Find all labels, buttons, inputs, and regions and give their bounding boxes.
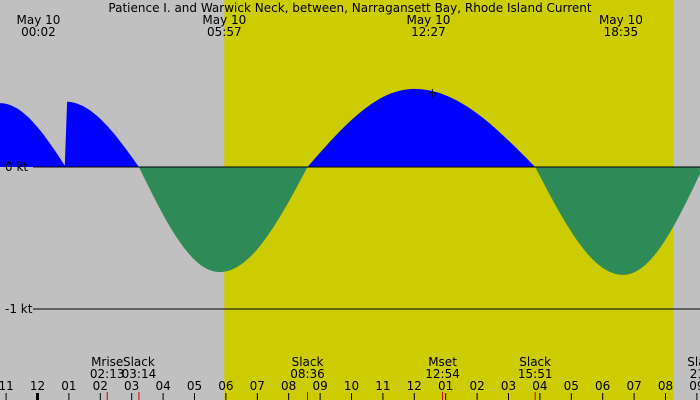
- top-date-label: May 10: [406, 13, 450, 27]
- top-date-label: May 10: [16, 13, 60, 27]
- hour-tick-label: 11: [0, 379, 14, 393]
- hour-tick-label: 06: [595, 379, 610, 393]
- hour-tick-label: 01: [438, 379, 453, 393]
- y-tick-label: 0 kt: [5, 160, 28, 174]
- top-time-label: 18:35: [604, 25, 639, 39]
- hour-tick-label: 01: [61, 379, 76, 393]
- hour-tick-label: 02: [469, 379, 484, 393]
- hour-tick-label: 08: [658, 379, 673, 393]
- hour-tick-label: 11: [375, 379, 390, 393]
- event-time-label: 21:1: [690, 367, 700, 381]
- hour-tick-label: 03: [501, 379, 516, 393]
- hour-tick-label: 04: [532, 379, 547, 393]
- event-name-label: Slack: [292, 355, 324, 369]
- hour-tick-label: 09: [689, 379, 700, 393]
- hour-tick-label: 07: [626, 379, 641, 393]
- max-marker: +: [427, 86, 437, 100]
- top-time-label: 00:02: [21, 25, 56, 39]
- event-labels: Mrise02:13Slack03:14Slack08:36Mset12:54S…: [90, 355, 700, 400]
- event-name-label: Slack: [519, 355, 551, 369]
- current-area-layer: [0, 88, 700, 275]
- hour-tick-label: 06: [218, 379, 233, 393]
- top-date-label: May 10: [202, 13, 246, 27]
- hour-tick-label: 02: [93, 379, 108, 393]
- hour-tick-label: 07: [250, 379, 265, 393]
- hour-tick-label: 09: [312, 379, 327, 393]
- flood-lobe: [0, 101, 139, 167]
- event-time-label: 12:54: [425, 367, 460, 381]
- event-name-label: Mrise: [91, 355, 123, 369]
- hour-tick-label: 12: [407, 379, 422, 393]
- top-time-label: 12:27: [411, 25, 446, 39]
- hour-tick-label: 05: [187, 379, 202, 393]
- top-date-label: May 10: [599, 13, 643, 27]
- hour-tick-label: 12: [30, 379, 45, 393]
- y-tick-label: -1 kt: [5, 302, 33, 316]
- hour-tick-label: 05: [564, 379, 579, 393]
- flood-lobe: [307, 88, 536, 167]
- hour-tick-label: 04: [155, 379, 170, 393]
- hour-tick-label: 08: [281, 379, 296, 393]
- event-name-label: Slack: [123, 355, 155, 369]
- y-axis: 0 kt -1 kt: [5, 160, 700, 316]
- event-time-label: 02:13: [90, 367, 125, 381]
- ebb-lobe: [138, 167, 308, 273]
- top-time-label: 05:57: [207, 25, 242, 39]
- event-name-label: Slack: [687, 355, 700, 369]
- event-time-label: 08:36: [290, 367, 325, 381]
- x-axis-hour-ticks: 11 12 01 02 03 04 05 06 07 08 09 10 11 12 01 02 03 04 05 06…: [0, 379, 700, 400]
- event-time-label: 03:14: [122, 367, 157, 381]
- ebb-lobe: [535, 167, 700, 275]
- hour-tick-label: 03: [124, 379, 139, 393]
- event-time-label: 15:51: [518, 367, 553, 381]
- chart-title: Patience I. and Warwick Neck, between, N…: [108, 1, 591, 15]
- event-name-label: Mset: [428, 355, 457, 369]
- hour-tick-label: 10: [344, 379, 359, 393]
